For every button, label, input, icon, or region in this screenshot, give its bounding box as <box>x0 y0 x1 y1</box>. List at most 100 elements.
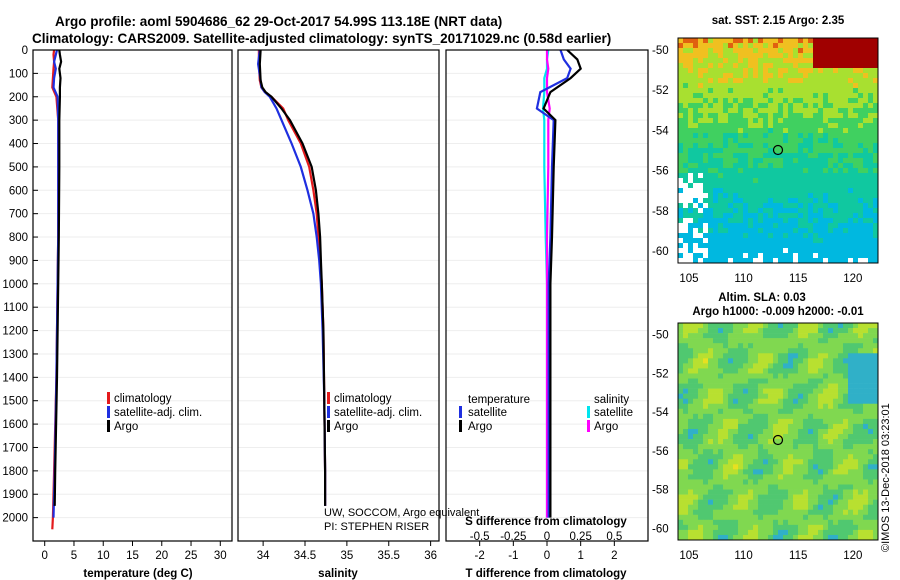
sst-cell <box>863 48 869 54</box>
sst-cell <box>733 213 739 219</box>
sst-cell <box>703 68 709 74</box>
salinity-legend: climatology satellite-adj. clim. Argo <box>327 392 422 433</box>
sla-cell <box>788 474 794 480</box>
sst-cell <box>678 93 684 99</box>
sla-cell <box>823 444 829 450</box>
sla-cell <box>738 524 744 531</box>
sst-cell <box>788 78 794 84</box>
sla-cell <box>698 358 704 364</box>
sst-cell <box>778 213 784 219</box>
sla-cell <box>793 383 799 389</box>
sla-cell <box>863 373 869 379</box>
sst-cell <box>703 133 709 139</box>
sst-cell <box>698 178 704 184</box>
sla-cell <box>813 333 819 339</box>
sst-cell <box>863 143 869 149</box>
sla-cell <box>713 534 719 541</box>
sla-cell <box>833 514 839 521</box>
sla-cell <box>803 368 809 374</box>
sla-cell <box>698 323 704 329</box>
sst-cell <box>758 248 764 254</box>
sla-cell <box>693 398 699 405</box>
sla-cell <box>788 514 794 521</box>
sla-cell <box>703 534 709 541</box>
sla-cell <box>778 529 784 536</box>
x-tick-label: 30 <box>214 550 227 562</box>
sst-cell <box>763 173 769 179</box>
sla-cell <box>843 489 849 495</box>
sla-cell <box>718 529 724 536</box>
sla-cell <box>693 333 699 339</box>
sst-cell <box>823 168 829 174</box>
sst-cell <box>758 48 764 54</box>
sst-cell <box>718 258 724 264</box>
sst-cell <box>848 53 854 59</box>
sst-cell <box>728 58 734 64</box>
sst-cell <box>863 208 869 214</box>
sla-cell <box>693 388 699 394</box>
sst-cell <box>758 103 764 109</box>
sla-cell <box>788 423 794 430</box>
sst-cell <box>763 188 769 194</box>
sst-cell <box>823 48 829 54</box>
sla-cell <box>753 423 759 430</box>
sst-cell <box>728 253 734 259</box>
y-tick-label: 900 <box>9 255 28 267</box>
sla-cell <box>748 474 754 480</box>
sla-cell <box>768 519 774 526</box>
sla-cell <box>743 524 749 531</box>
sla-cell <box>713 388 719 394</box>
sla-cell <box>783 428 789 435</box>
sla-cell <box>813 504 819 511</box>
sla-cell <box>718 449 724 455</box>
sla-cell <box>788 373 794 379</box>
sla-cell <box>863 509 869 516</box>
sst-cell <box>708 43 714 49</box>
sla-cell <box>813 403 819 410</box>
sst-cell <box>813 258 819 264</box>
sst-cell <box>793 248 799 254</box>
sst-cell <box>838 48 844 54</box>
sla-cell <box>858 403 864 410</box>
sst-cell <box>858 138 864 144</box>
sla-cell <box>768 509 774 516</box>
sst-cell <box>688 178 694 184</box>
sla-cell <box>743 428 749 435</box>
sst-cell <box>743 118 749 124</box>
sla-cell <box>868 514 874 521</box>
sla-cell <box>733 479 739 485</box>
legend-argo: Argo <box>114 421 138 433</box>
sla-cell <box>833 358 839 364</box>
sst-cell <box>788 93 794 99</box>
sla-cell <box>828 434 834 440</box>
sst-cell <box>783 218 789 224</box>
sst-cell <box>698 93 704 99</box>
sst-cell <box>773 178 779 184</box>
sla-cell <box>723 514 729 521</box>
sla-cell <box>873 368 879 374</box>
sla-cell <box>768 408 774 415</box>
sla-cell <box>783 323 789 329</box>
sst-cell <box>708 38 714 44</box>
sla-cell <box>763 328 769 334</box>
sla-cell <box>853 459 859 465</box>
sla-cell <box>738 444 744 450</box>
sla-cell <box>838 378 844 384</box>
sla-cell <box>813 499 819 505</box>
sst-cell <box>693 58 699 64</box>
sla-cell <box>753 398 759 405</box>
sst-cell <box>838 228 844 234</box>
sla-cell <box>823 509 829 516</box>
sla-cell <box>688 363 694 369</box>
sla-cell <box>778 383 784 389</box>
sla-cell <box>798 428 804 435</box>
sla-cell <box>778 428 784 435</box>
sst-cell <box>783 153 789 159</box>
sla-cell <box>813 323 819 329</box>
sst-cell <box>718 98 724 104</box>
sst-cell <box>843 208 849 214</box>
sla-cell <box>738 514 744 521</box>
sla-cell <box>868 469 874 475</box>
sla-cell <box>818 358 824 364</box>
sst-cell <box>793 163 799 169</box>
